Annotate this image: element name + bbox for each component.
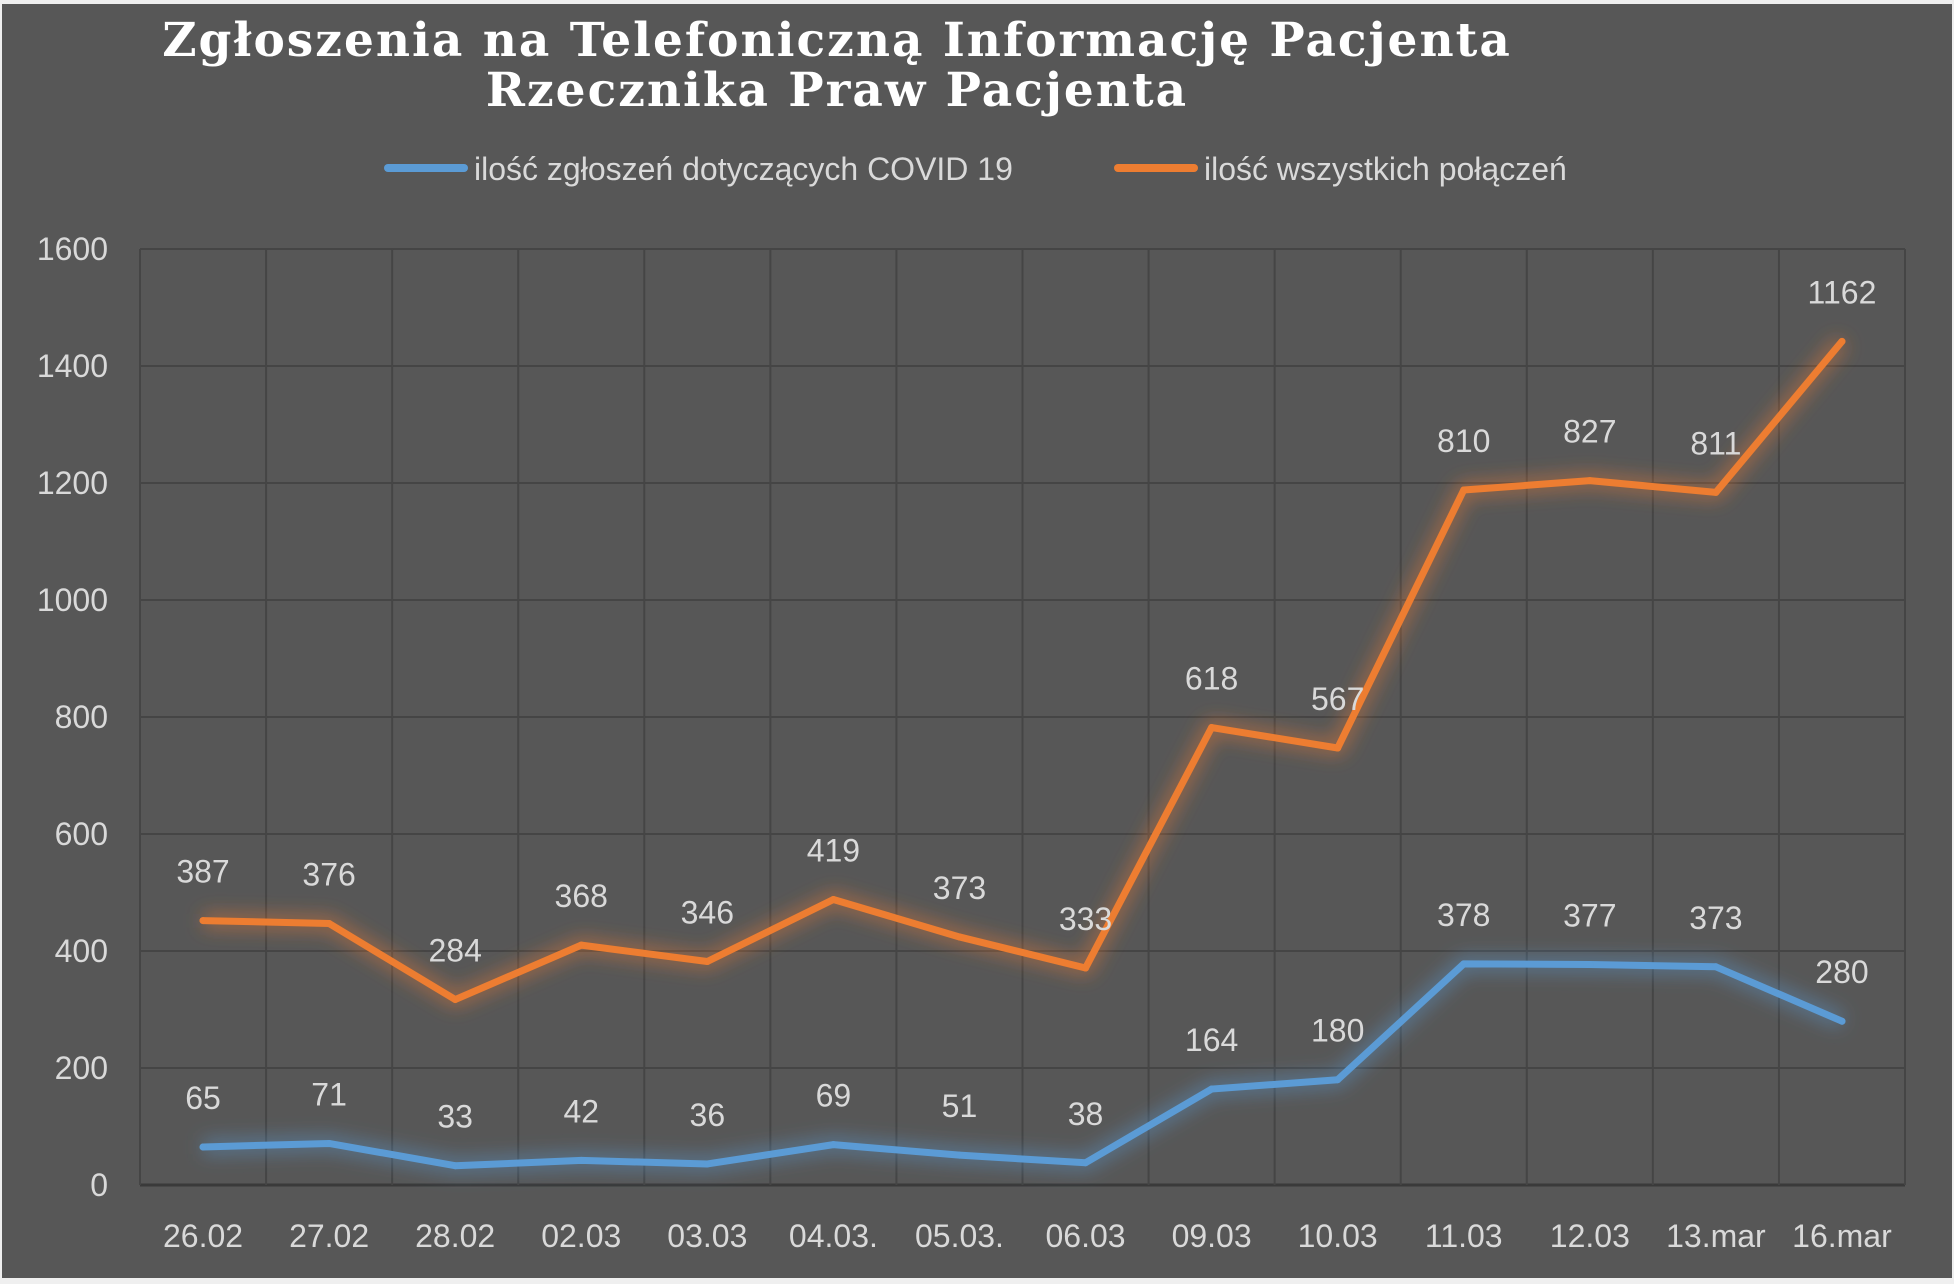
series-line-covid xyxy=(199,960,1846,1170)
data-label: 180 xyxy=(1311,1013,1364,1049)
data-point xyxy=(1208,724,1216,732)
chart-area: Zgłoszenia na Telefoniczną Informację Pa… xyxy=(2,4,1952,1278)
data-label: 164 xyxy=(1185,1022,1238,1058)
x-tick-label: 16.mar xyxy=(1792,1218,1892,1254)
data-point xyxy=(325,1139,333,1147)
data-point xyxy=(451,996,459,1004)
data-label: 387 xyxy=(176,854,229,890)
y-tick-label: 0 xyxy=(90,1167,108,1203)
line-chart: Zgłoszenia na Telefoniczną Informację Pa… xyxy=(37,13,1906,1254)
data-label: 42 xyxy=(563,1093,599,1129)
data-labels: 65 71 33 42 36 69 51 38 164 180 378 377 373 280 387 376… xyxy=(176,274,1876,1134)
data-label: 346 xyxy=(681,895,734,931)
data-label: 69 xyxy=(816,1078,852,1114)
data-point xyxy=(1082,1159,1090,1167)
data-point xyxy=(955,1151,963,1159)
legend-label-covid: ilość zgłoszeń dotyczących COVID 19 xyxy=(474,151,1013,187)
data-point xyxy=(703,958,711,966)
x-tick-label: 02.03 xyxy=(541,1218,621,1254)
x-tick-label: 12.03 xyxy=(1550,1218,1630,1254)
data-label: 567 xyxy=(1311,681,1364,717)
data-label: 419 xyxy=(807,833,860,869)
y-tick-label: 800 xyxy=(55,699,108,735)
y-tick-label: 400 xyxy=(55,933,108,969)
x-tick-label: 27.02 xyxy=(289,1218,369,1254)
data-label: 368 xyxy=(555,878,608,914)
data-point xyxy=(829,1141,837,1149)
data-label: 1162 xyxy=(1808,274,1877,310)
data-label: 333 xyxy=(1059,901,1112,937)
data-point xyxy=(325,920,333,928)
x-tick-label: 03.03 xyxy=(667,1218,747,1254)
data-point xyxy=(1712,963,1720,971)
data-point xyxy=(1082,964,1090,972)
data-label: 284 xyxy=(428,933,481,969)
data-label: 71 xyxy=(311,1076,347,1112)
data-label: 33 xyxy=(437,1099,473,1135)
x-tick-label: 04.03. xyxy=(789,1218,878,1254)
data-point xyxy=(1334,744,1342,752)
x-tick-label: 26.02 xyxy=(163,1218,243,1254)
data-label: 376 xyxy=(302,857,355,893)
data-point xyxy=(829,896,837,904)
data-point xyxy=(451,1162,459,1170)
series-layer xyxy=(199,336,1849,1174)
data-label: 280 xyxy=(1815,954,1868,990)
x-tick-label: 09.03 xyxy=(1172,1218,1252,1254)
data-point xyxy=(1460,486,1468,494)
data-label: 811 xyxy=(1690,425,1741,461)
y-tick-label: 1200 xyxy=(37,465,108,501)
data-label: 378 xyxy=(1437,897,1490,933)
chart-title-line-1: Zgłoszenia na Telefoniczną Informację Pa… xyxy=(162,13,1512,68)
data-label: 373 xyxy=(933,870,986,906)
x-tick-label: 06.03 xyxy=(1045,1218,1125,1254)
data-point xyxy=(955,933,963,941)
legend: ilość zgłoszeń dotyczących COVID 19 iloś… xyxy=(384,151,1567,187)
data-point xyxy=(1334,1076,1342,1084)
y-tick-label: 200 xyxy=(55,1050,108,1086)
data-point xyxy=(1838,337,1846,345)
data-point xyxy=(577,941,585,949)
axes: 0 200 400 600 800 1000 1200 1400 1600 26.02 27.02 2… xyxy=(37,231,1892,1254)
data-label: 38 xyxy=(1068,1096,1104,1132)
y-tick-label: 600 xyxy=(55,816,108,852)
data-label: 827 xyxy=(1563,414,1616,450)
data-label: 810 xyxy=(1437,423,1490,459)
data-point xyxy=(703,1160,711,1168)
data-label: 618 xyxy=(1185,661,1238,697)
x-tick-label: 05.03. xyxy=(915,1218,1004,1254)
data-point xyxy=(1586,960,1594,968)
y-tick-label: 1000 xyxy=(37,582,108,618)
data-point xyxy=(1838,1017,1846,1025)
x-tick-label: 10.03 xyxy=(1298,1218,1378,1254)
data-point xyxy=(577,1156,585,1164)
y-tick-label: 1400 xyxy=(37,348,108,384)
data-point xyxy=(1586,477,1594,485)
data-label: 51 xyxy=(942,1088,978,1124)
data-label: 65 xyxy=(185,1080,221,1116)
data-point xyxy=(1208,1085,1216,1093)
data-point xyxy=(199,1143,207,1151)
data-label: 377 xyxy=(1563,897,1616,933)
data-point xyxy=(1460,960,1468,968)
x-tick-label: 13.mar xyxy=(1666,1218,1766,1254)
data-label: 373 xyxy=(1689,900,1742,936)
chart-title-line-2: Rzecznika Praw Pacjenta xyxy=(486,63,1188,118)
legend-label-all-calls: ilość wszystkich połączeń xyxy=(1204,151,1567,187)
data-point xyxy=(199,917,207,925)
x-tick-label: 28.02 xyxy=(415,1218,495,1254)
y-tick-label: 1600 xyxy=(37,231,108,267)
series-line-all-calls xyxy=(199,337,1846,1004)
data-label: 36 xyxy=(690,1097,726,1133)
gridlines xyxy=(139,248,1906,1187)
data-point xyxy=(1712,488,1720,496)
x-tick-label: 11.03 xyxy=(1425,1218,1503,1254)
